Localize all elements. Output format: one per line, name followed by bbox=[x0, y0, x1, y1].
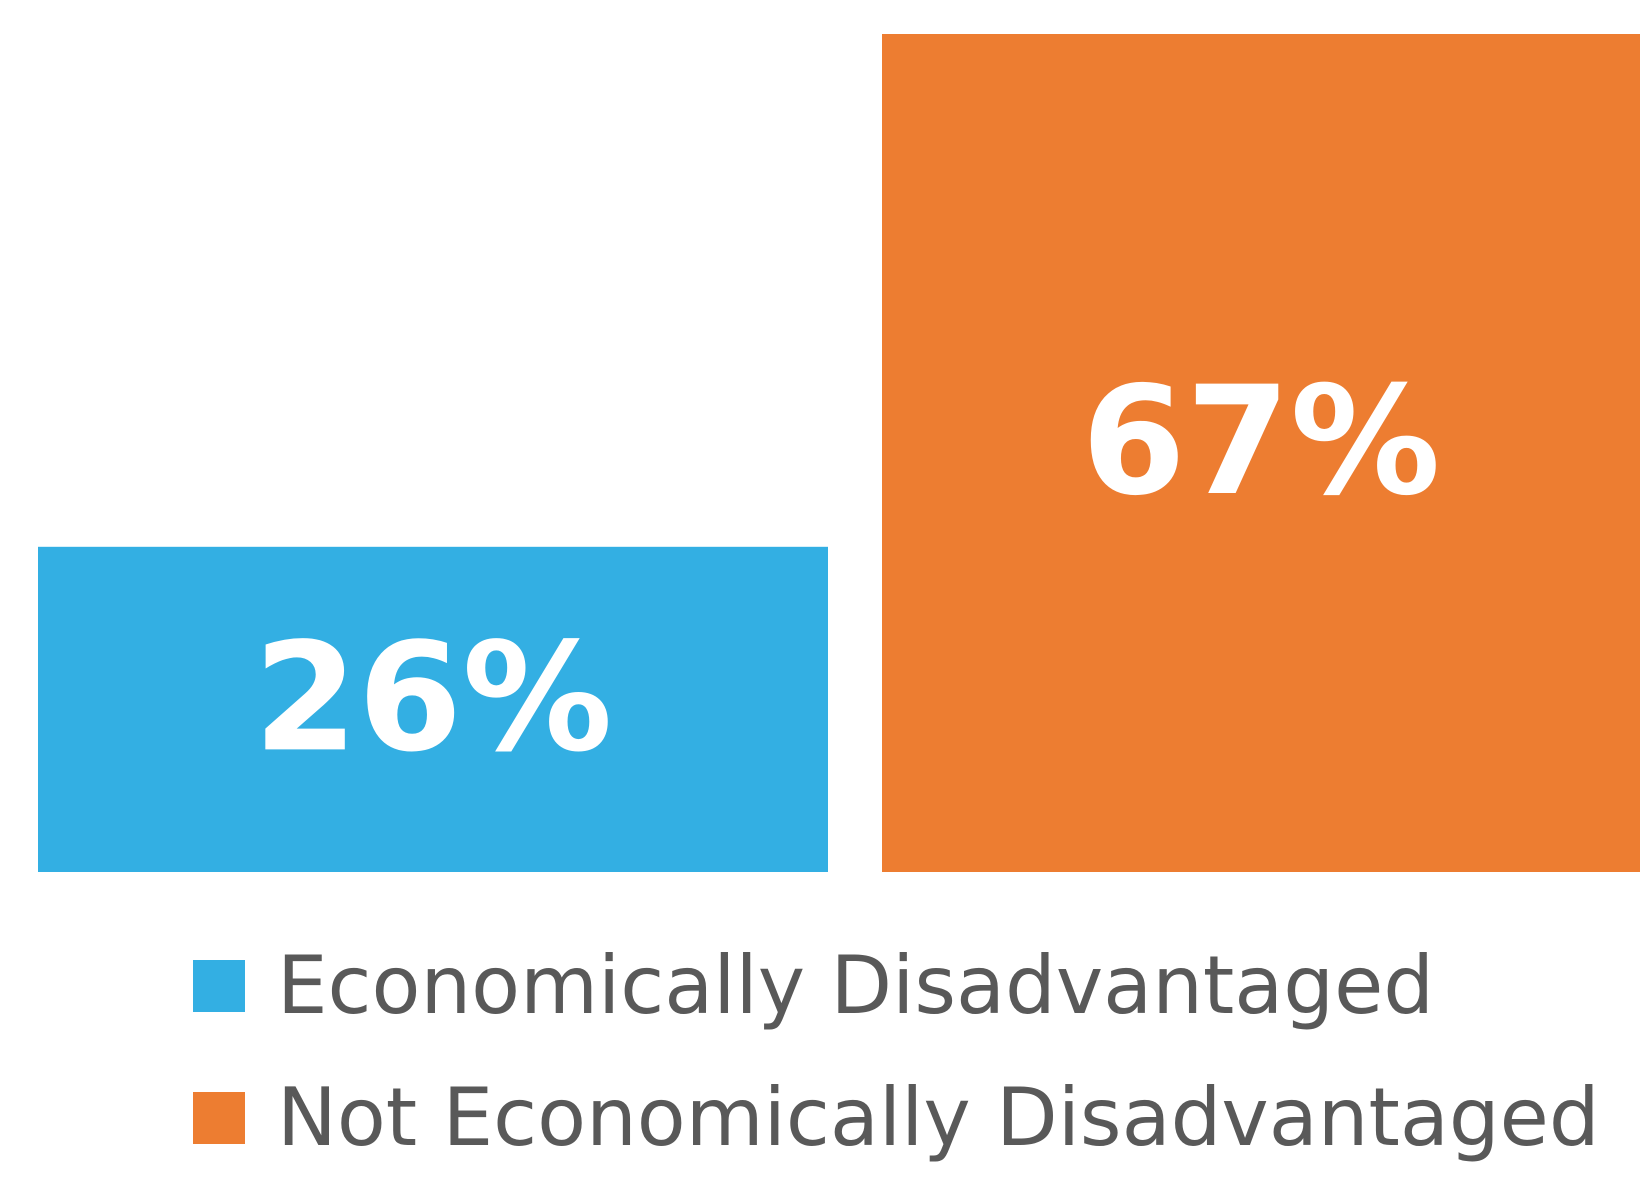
data-label-not-economically-disadvantaged: 67% bbox=[1081, 355, 1440, 529]
bar-economically-disadvantaged bbox=[38, 546, 828, 872]
bar-not-economically-disadvantaged bbox=[882, 34, 1640, 872]
legend-swatch-economically-disadvantaged bbox=[193, 960, 245, 1012]
legend-label-economically-disadvantaged: Economically Disadvantaged bbox=[277, 939, 1435, 1032]
legend-label-not-economically-disadvantaged: Not Economically Disadvantaged bbox=[277, 1071, 1600, 1164]
chart: 26% 67% Economically Disadvantaged Not Ec… bbox=[38, 34, 1640, 1158]
legend-item-economically-disadvantaged: Economically Disadvantaged bbox=[193, 922, 1600, 1050]
legend-item-not-economically-disadvantaged: Not Economically Disadvantaged bbox=[193, 1054, 1600, 1182]
chart-legend: Economically Disadvantaged Not Economica… bbox=[193, 922, 1600, 1186]
legend-swatch-not-economically-disadvantaged bbox=[193, 1092, 245, 1144]
data-label-economically-disadvantaged: 26% bbox=[253, 611, 612, 785]
chart-plot: 26% 67% bbox=[38, 34, 1640, 872]
